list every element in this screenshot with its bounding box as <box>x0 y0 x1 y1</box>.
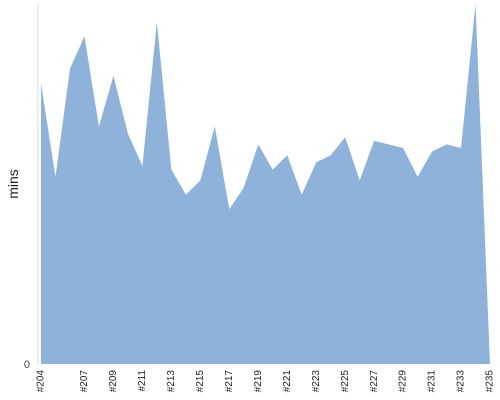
x-tick-label: #217 <box>224 370 235 393</box>
x-tick-label: #225 <box>340 370 351 393</box>
y-axis-label: mins <box>5 169 21 199</box>
x-tick-label: #207 <box>79 370 90 393</box>
x-tick-label: #204 <box>36 370 47 393</box>
x-tick-label: #209 <box>108 370 119 393</box>
x-tick-label: #231 <box>427 370 438 393</box>
x-tick-label: #229 <box>398 370 409 393</box>
x-tick-label: #227 <box>369 370 380 393</box>
x-tick-label: #233 <box>456 370 467 393</box>
x-tick-label: #223 <box>311 370 322 393</box>
x-tick-labels: #204 #207 #209 #211 #213 #215 #217 #219 #221 #223… <box>36 370 496 393</box>
x-tick-label: #221 <box>282 370 293 393</box>
x-tick-label: #219 <box>253 370 264 393</box>
x-tick-label: #235 <box>485 370 496 393</box>
y-tick-label-0: 0 <box>24 359 30 371</box>
area-series <box>41 4 490 364</box>
x-tick-label: #215 <box>195 370 206 393</box>
x-tick-label: #211 <box>137 370 148 392</box>
x-tick-label: #213 <box>166 370 177 393</box>
